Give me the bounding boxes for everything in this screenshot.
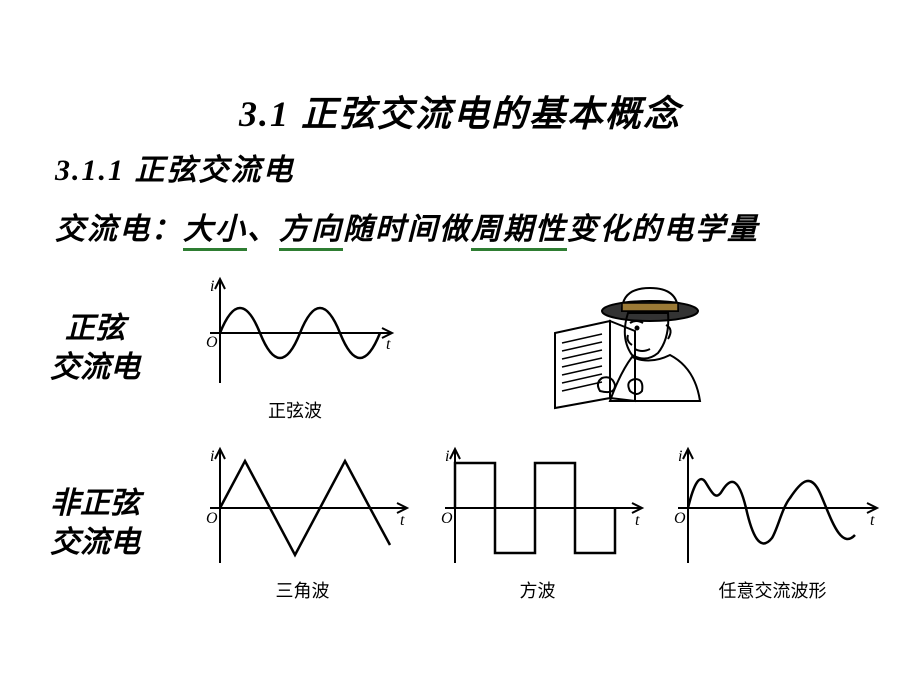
x-axis-label: t (635, 512, 640, 529)
caption-square: 方波 (520, 577, 556, 603)
sine-wave-svg: i t O (190, 273, 400, 393)
chart-square: i t O 方波 (425, 443, 650, 603)
label-sine-line2: 交流电 (0, 348, 190, 387)
definition-line: 交流电：大小、方向随时间做周期性变化的电学量 (0, 204, 920, 248)
chart-triangle: i t O 三角波 (190, 443, 415, 603)
y-axis-label: i (210, 278, 214, 295)
label-sine-line1: 正弦 (0, 309, 190, 348)
chart-arbitrary: i t O 任意交流波形 (660, 443, 885, 603)
def-underline-1: 大小 (183, 213, 247, 251)
def-suffix: 变化的电学量 (567, 213, 759, 246)
origin-label: O (206, 334, 218, 351)
caption-sine: 正弦波 (268, 397, 322, 423)
label-nonsine: 非正弦 交流电 (0, 484, 190, 562)
caption-triangle: 三角波 (276, 577, 330, 603)
origin-label: O (441, 510, 453, 527)
x-axis-label: t (400, 512, 405, 529)
def-underline-3: 周期性 (471, 213, 567, 251)
def-mid: 随时间做 (343, 213, 471, 246)
row-sine: 正弦 交流电 i t O 正弦波 (0, 273, 920, 423)
origin-label: O (206, 510, 218, 527)
triangle-wave-svg: i t O (190, 443, 415, 573)
square-wave-svg: i t O (425, 443, 650, 573)
reader-svg (540, 283, 710, 413)
row-nonsine: 非正弦 交流电 i t O 三角波 i t O 方波 (0, 443, 920, 603)
label-nonsine-line2: 交流电 (0, 523, 190, 562)
chart-sine: i t O 正弦波 (190, 273, 400, 423)
def-sep1: 、 (247, 213, 279, 246)
label-nonsine-line1: 非正弦 (0, 484, 190, 523)
arbitrary-wave-svg: i t O (660, 443, 885, 573)
def-underline-2: 方向 (279, 213, 343, 251)
y-axis-label: i (678, 448, 682, 465)
caption-arbitrary: 任意交流波形 (719, 577, 827, 603)
page-title: 3.1 正弦交流电的基本概念 (0, 0, 920, 137)
reader-illustration (540, 283, 710, 413)
x-axis-label: t (870, 512, 875, 529)
y-axis-label: i (445, 448, 449, 465)
def-prefix: 交流电： (55, 213, 183, 246)
label-sine: 正弦 交流电 (0, 309, 190, 387)
origin-label: O (674, 510, 686, 527)
section-number: 3.1.1 正弦交流电 (0, 145, 920, 189)
x-axis-label: t (386, 336, 391, 353)
y-axis-label: i (210, 448, 214, 465)
